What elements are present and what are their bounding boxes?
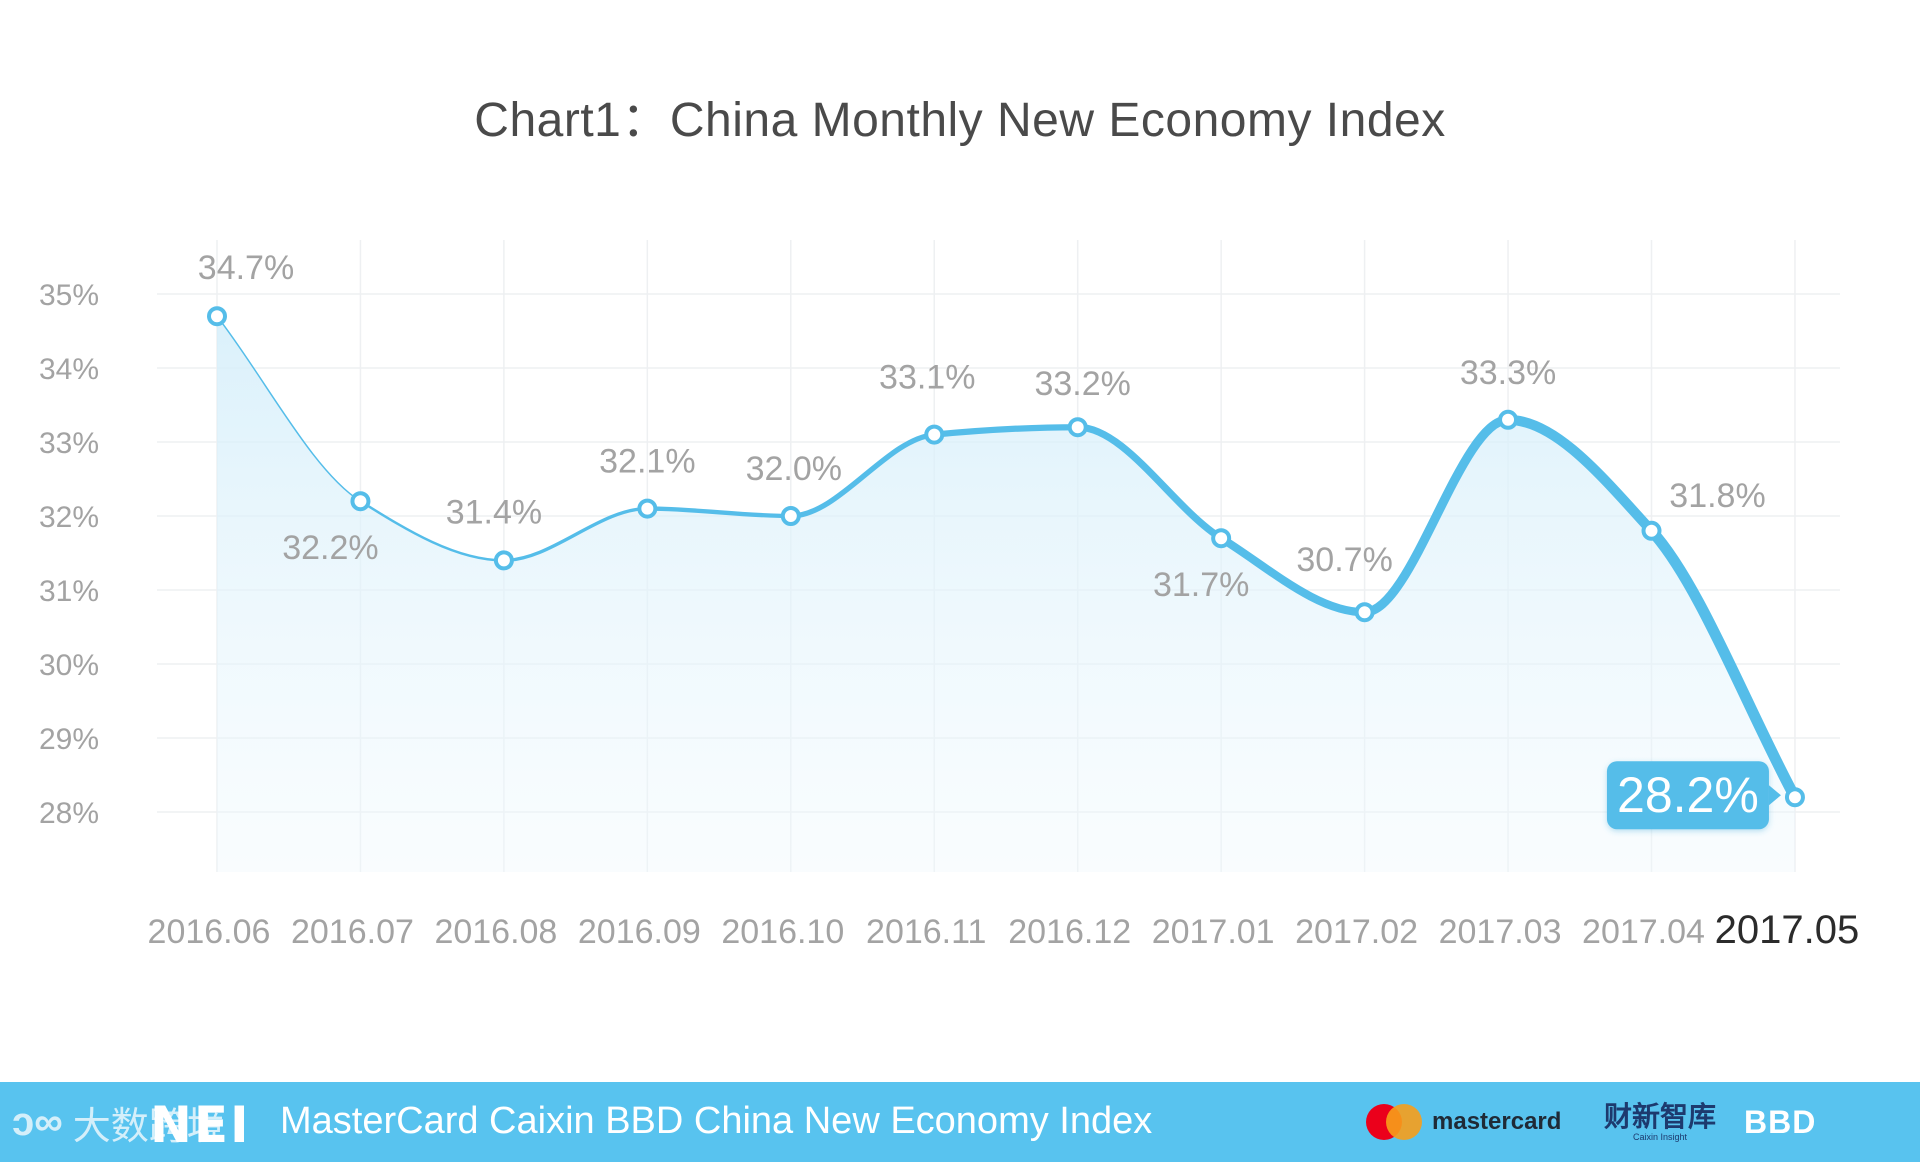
y-tick-label: 30% xyxy=(39,649,99,682)
watermark-text: 大数跨境 xyxy=(72,1105,225,1148)
x-tick-label: 2016.10 xyxy=(721,913,844,951)
line-segment xyxy=(1503,414,1657,536)
data-label: 32.0% xyxy=(746,450,842,488)
line-segment xyxy=(645,506,793,519)
y-tick-label: 29% xyxy=(39,723,99,756)
data-labels: 34.7% 32.2% 31.4% 32.1% 32.0% 33.1% 33.2% 31.7%… xyxy=(198,249,1766,604)
data-point xyxy=(637,498,658,519)
y-tick-label: 35% xyxy=(39,279,99,312)
badge-pointer xyxy=(1768,785,1781,806)
line-segment xyxy=(1217,534,1369,617)
data-point xyxy=(207,306,227,327)
x-tick-label: 2017.01 xyxy=(1152,913,1275,951)
area-shape xyxy=(217,316,1795,872)
watermark-icon: ↄ∞ xyxy=(12,1099,63,1144)
data-label: 33.3% xyxy=(1460,354,1556,392)
x-tick-label: 2017.05 xyxy=(1715,908,1860,952)
data-label: 31.7% xyxy=(1153,566,1249,604)
line-segment xyxy=(1646,525,1801,803)
y-tick-label: 32% xyxy=(39,501,99,534)
data-point xyxy=(1211,528,1232,549)
line-segment xyxy=(359,499,506,562)
data-point xyxy=(493,550,514,571)
data-label: 31.8% xyxy=(1669,477,1765,515)
badge-label: 28.2% xyxy=(1617,767,1759,823)
line-segment xyxy=(1074,423,1225,542)
x-tick-label: 2016.09 xyxy=(578,913,701,951)
data-point xyxy=(1641,520,1662,541)
watermark: ↄ∞ 大数跨境 xyxy=(12,1098,225,1148)
y-tick-label: 28% xyxy=(39,797,99,830)
footer-bar: ↄ∞ 大数跨境 NEI MasterCard Caixin BBD China … xyxy=(0,1082,1920,1162)
data-label: 32.2% xyxy=(282,529,378,567)
bbd-logo: BBD xyxy=(1744,1104,1817,1140)
data-label: 30.7% xyxy=(1296,541,1392,579)
x-axis-ticks: 2016.06 2016.07 2016.08 2016.09 2016.10 2016.… xyxy=(148,908,1860,952)
caixin-logo-cn: 财新智库 xyxy=(1604,1101,1717,1132)
y-tick-label: 31% xyxy=(39,575,99,608)
caixin-logo-en: Caixin Insight xyxy=(1632,1132,1688,1142)
line-segment xyxy=(1360,415,1513,617)
data-label: 34.7% xyxy=(198,249,294,287)
data-point xyxy=(350,491,371,512)
y-tick-label: 34% xyxy=(39,353,99,386)
data-point xyxy=(780,506,801,526)
data-point xyxy=(1354,602,1375,623)
x-tick-label: 2016.07 xyxy=(291,913,414,951)
data-label: 31.4% xyxy=(446,493,542,531)
data-points xyxy=(207,306,1805,808)
x-tick-label: 2016.08 xyxy=(434,913,557,951)
area-fill xyxy=(217,316,1795,872)
chart-title: Chart1：China Monthly New Economy Index xyxy=(474,94,1446,147)
x-tick-label: 2016.12 xyxy=(1008,913,1131,951)
caixin-insight-logo: 财新智库 Caixin Insight xyxy=(1604,1101,1717,1143)
x-tick-label: 2017.03 xyxy=(1439,913,1562,951)
line-segment xyxy=(502,506,650,563)
y-tick-label: 33% xyxy=(39,427,99,460)
mastercard-logo: mastercard xyxy=(1366,1104,1561,1140)
nei-logo: NEI xyxy=(150,1096,251,1154)
y-axis-ticks: 35% 34% 33% 32% 31% 30% 29% 28% xyxy=(39,279,99,830)
data-label: 32.1% xyxy=(599,443,695,481)
data-label: 33.1% xyxy=(879,359,975,397)
line-segment xyxy=(216,315,362,502)
data-point xyxy=(924,424,945,445)
x-tick-label: 2016.06 xyxy=(148,913,271,951)
mastercard-circles-icon xyxy=(1366,1104,1422,1140)
highlight-badge: 28.2% xyxy=(1606,761,1781,830)
x-tick-label: 2017.02 xyxy=(1295,913,1418,951)
series-line xyxy=(216,315,1801,803)
data-label: 33.2% xyxy=(1034,365,1130,403)
line-segment xyxy=(931,424,1081,438)
data-point xyxy=(1067,417,1088,438)
badge-box xyxy=(1606,761,1769,830)
x-tick-label: 2016.11 xyxy=(866,913,986,951)
data-point xyxy=(1498,409,1519,430)
x-tick-label: 2017.04 xyxy=(1582,913,1705,951)
line-chart: 34.7% 32.2% 31.4% 32.1% 32.0% 33.1% 33.2% 31.7%… xyxy=(39,240,1860,952)
line-segment xyxy=(788,431,937,519)
mastercard-wordmark: mastercard xyxy=(1432,1108,1562,1135)
data-point xyxy=(1784,787,1805,808)
footer-title: MasterCard Caixin BBD China New Economy … xyxy=(280,1100,1153,1142)
